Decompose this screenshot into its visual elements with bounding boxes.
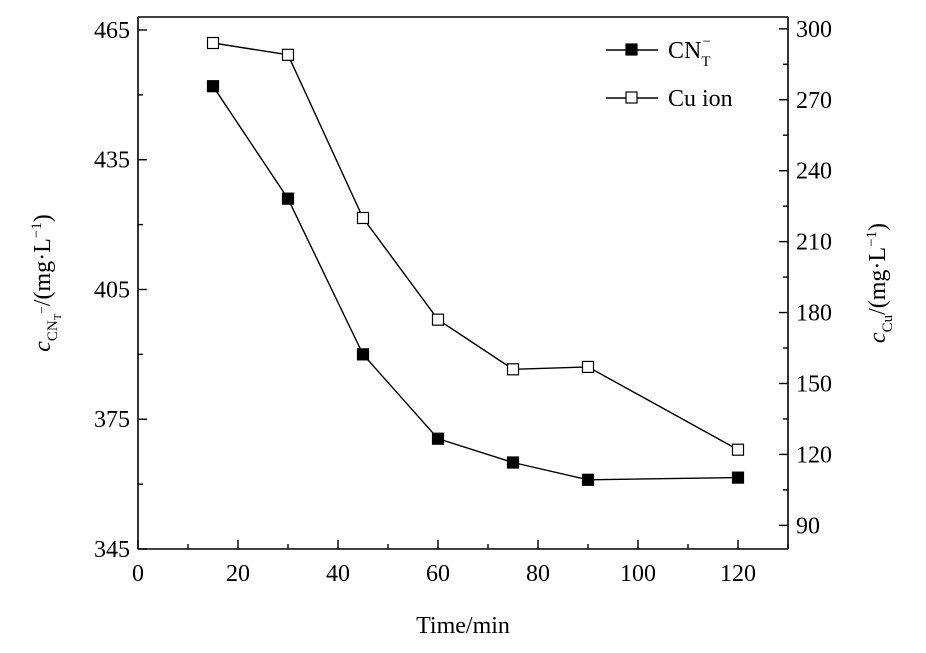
- data-point-0: [731, 471, 745, 484]
- data-point-0: [281, 192, 295, 205]
- y-right-unit: /(mg·L: [865, 247, 891, 315]
- y-right-tick-label: 150: [796, 371, 832, 397]
- legend: CNT − Cu ion: [606, 34, 733, 112]
- y-right-tick-label: 270: [796, 88, 832, 114]
- y-axis-right-title: cCu/(mg·L−1): [864, 223, 896, 343]
- data-point-1: [356, 211, 370, 225]
- x-tick-label: 100: [620, 561, 656, 587]
- x-tick-label: 120: [720, 561, 756, 587]
- legend-marker-cu: [625, 91, 638, 104]
- series-line-0: [212, 85, 739, 481]
- x-tick-label: 40: [326, 561, 350, 587]
- data-point-1: [281, 48, 295, 61]
- y-right-tick-label: 120: [796, 442, 832, 468]
- data-point-1: [581, 360, 595, 374]
- y-left-unit-sup: −1: [29, 222, 45, 238]
- x-tick-label: 0: [132, 561, 144, 587]
- y-left-tick-label: 465: [94, 18, 130, 44]
- data-point-0: [356, 348, 370, 361]
- y-left-symbol: c: [30, 341, 56, 352]
- y-left-tick-label: 375: [94, 407, 130, 433]
- y-right-sub: Cu: [880, 314, 896, 332]
- data-point-1: [431, 313, 445, 326]
- y-right-unit-sup: −1: [864, 231, 880, 247]
- x-tick-label: 80: [526, 561, 550, 587]
- legend-label-cn: CNT −: [668, 34, 711, 70]
- legend-cn-sup: −: [703, 34, 711, 50]
- y-left-tick-label: 345: [94, 537, 130, 563]
- data-point-1: [731, 443, 745, 456]
- y-left-tick-label: 405: [94, 277, 130, 303]
- data-point-1: [206, 36, 220, 50]
- y-left-sup: −: [34, 306, 49, 313]
- data-point-0: [206, 80, 220, 93]
- y-right-tick-label: 210: [796, 230, 832, 256]
- y-right-tick-label: 300: [796, 17, 832, 43]
- y-axis-left-title: cCNT−/(mg·L−1): [29, 214, 64, 352]
- y-left-close: ): [30, 214, 56, 222]
- series: [206, 36, 745, 486]
- y-right-tick-label: 180: [796, 301, 832, 327]
- y-left-subsub: T: [52, 313, 64, 320]
- data-point-0: [431, 432, 445, 445]
- y-left-tick-label: 435: [94, 148, 130, 174]
- y-right-tick-label: 240: [796, 159, 832, 185]
- data-point-1: [506, 363, 520, 376]
- series-line-1: [212, 42, 739, 451]
- data-point-0: [581, 473, 595, 486]
- legend-cn-name: CN: [668, 38, 701, 64]
- y-right-close: ): [865, 223, 891, 231]
- ticks: 0 20 40 60 80 100 120 345 375 405 435 465 90 120 150 18…: [94, 17, 832, 587]
- x-tick-label: 20: [226, 561, 250, 587]
- y-right-symbol: c: [865, 332, 891, 343]
- data-point-0: [506, 456, 520, 469]
- y-left-unit: /(mg·L: [30, 238, 56, 306]
- legend-label-cu: Cu ion: [668, 86, 733, 112]
- x-axis-title: Time/min: [416, 613, 510, 639]
- legend-marker-cn: [625, 43, 638, 56]
- x-tick-label: 60: [426, 561, 450, 587]
- y-right-tick-label: 90: [796, 513, 820, 539]
- axes: [137, 16, 789, 550]
- legend-cn-sub: T: [701, 54, 710, 70]
- y-left-sub: CN: [45, 320, 61, 341]
